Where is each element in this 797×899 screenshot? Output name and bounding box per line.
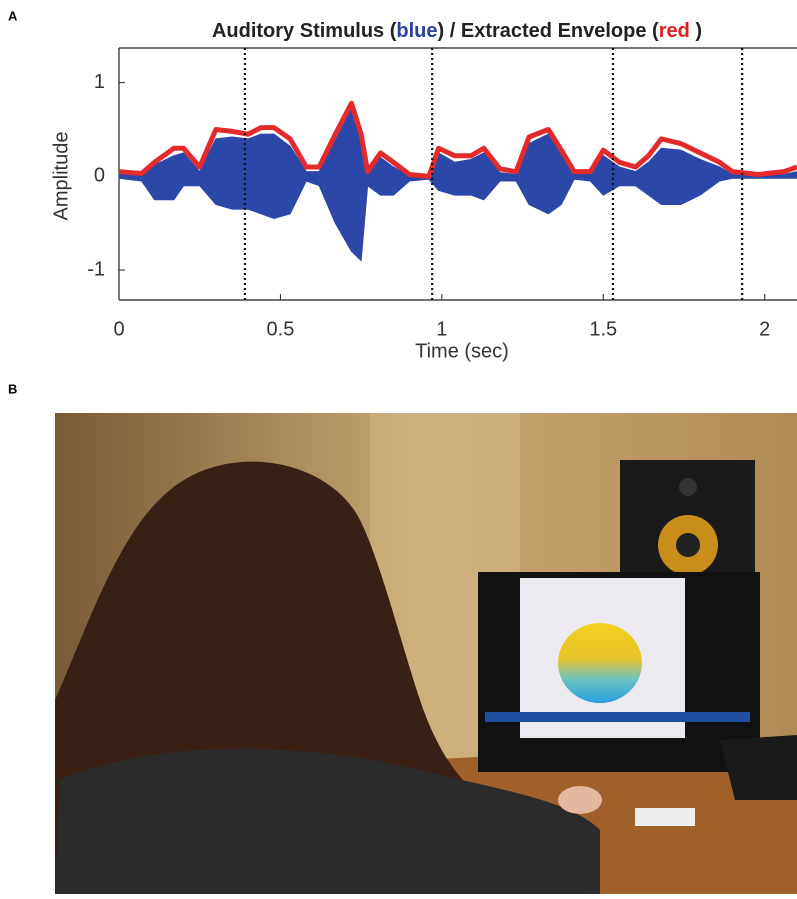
x-tick-label: 0 <box>113 318 124 340</box>
y-tick-label: -1 <box>87 258 105 280</box>
y-tick-label: 1 <box>94 71 105 93</box>
title-part: ) / Extracted Envelope ( <box>438 20 660 42</box>
title-part: Auditory Stimulus ( <box>212 20 397 42</box>
x-tick-label: 0.5 <box>267 318 295 340</box>
stimulus-area <box>119 176 797 260</box>
panel-label: B <box>8 381 17 396</box>
stimulus-area <box>119 109 797 178</box>
x-tick-label: 1.5 <box>589 318 617 340</box>
x-tick-label: 1 <box>436 318 447 340</box>
y-axis-label: Amplitude <box>50 132 72 221</box>
title-part: blue <box>396 20 437 42</box>
y-tick-label: 0 <box>94 165 105 187</box>
x-tick-label: 2 <box>759 318 770 340</box>
photo <box>55 413 797 894</box>
chart-title: Auditory Stimulus (blue) / Extracted Env… <box>212 20 702 42</box>
title-part: red <box>659 20 690 42</box>
panel-label: A <box>8 8 18 23</box>
title-part: ) <box>690 20 702 42</box>
plot-area: 0 0.5 1 1.5 2 -1 0 1 <box>87 48 797 340</box>
x-axis-label: Time (sec) <box>415 340 509 362</box>
figure: A B Auditory Stimulus (blue) / Extracted… <box>0 0 797 894</box>
